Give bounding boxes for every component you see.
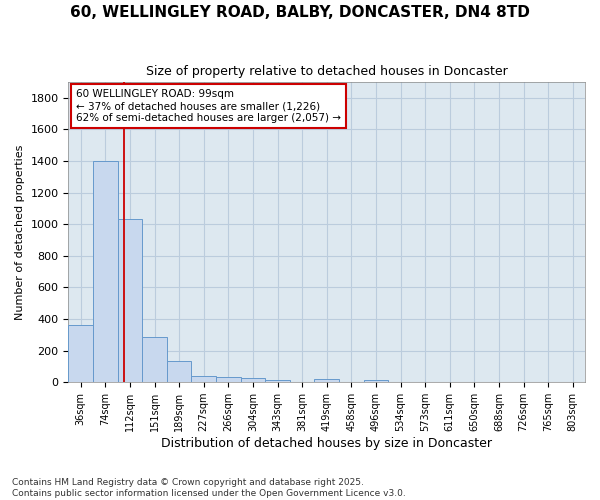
Text: Contains HM Land Registry data © Crown copyright and database right 2025.
Contai: Contains HM Land Registry data © Crown c… — [12, 478, 406, 498]
Bar — [265, 380, 290, 382]
Bar — [191, 376, 216, 382]
Bar — [68, 326, 93, 382]
Title: Size of property relative to detached houses in Doncaster: Size of property relative to detached ho… — [146, 65, 508, 78]
Text: 60 WELLINGLEY ROAD: 99sqm
← 37% of detached houses are smaller (1,226)
62% of se: 60 WELLINGLEY ROAD: 99sqm ← 37% of detac… — [76, 90, 341, 122]
Bar — [241, 378, 265, 382]
Bar — [142, 337, 167, 382]
Text: 60, WELLINGLEY ROAD, BALBY, DONCASTER, DN4 8TD: 60, WELLINGLEY ROAD, BALBY, DONCASTER, D… — [70, 5, 530, 20]
Bar — [364, 380, 388, 382]
Bar — [93, 161, 118, 382]
Bar — [167, 361, 191, 382]
X-axis label: Distribution of detached houses by size in Doncaster: Distribution of detached houses by size … — [161, 437, 492, 450]
Bar — [118, 220, 142, 382]
Bar — [314, 379, 339, 382]
Y-axis label: Number of detached properties: Number of detached properties — [15, 144, 25, 320]
Bar — [216, 376, 241, 382]
